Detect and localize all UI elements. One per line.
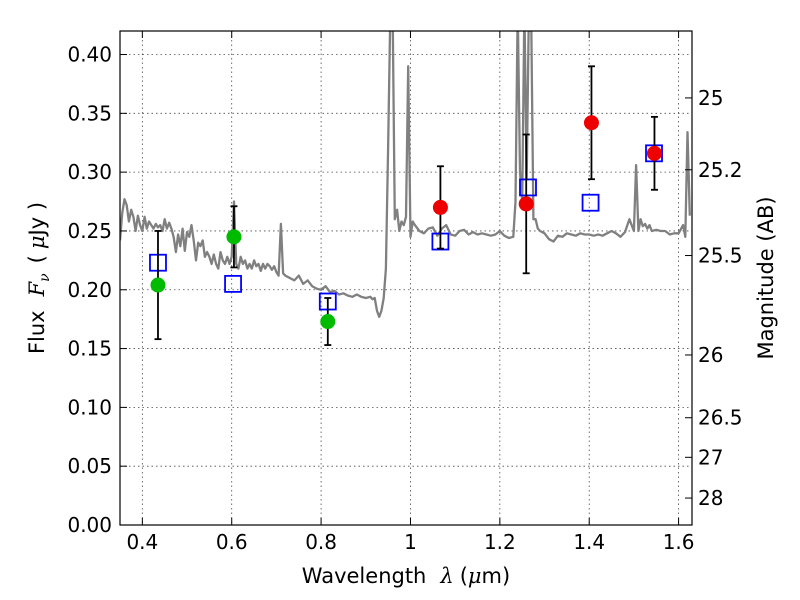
mag-tick-label: 26 [698, 343, 723, 367]
observed-green-point [226, 229, 242, 245]
y-tick-label: 0.20 [67, 278, 112, 302]
x-tick-label: 0.4 [126, 530, 158, 554]
y-tick-label: 0.35 [67, 101, 112, 125]
observed-green-point [320, 314, 336, 330]
observed-red-point [518, 196, 534, 212]
y-axis-label: FluxFν(μJy ) [25, 202, 53, 354]
model-photometry-point [581, 193, 600, 212]
y-tick-label: 0.30 [67, 160, 112, 184]
y2-axis-label: Magnitude (AB) [754, 196, 778, 359]
x-tick-label: 1.2 [484, 530, 516, 554]
y-tick-label: 0.05 [67, 454, 112, 478]
plot-frame [119, 30, 693, 526]
x-tick-label: 1 [404, 530, 417, 554]
mag-tick-label: 26.5 [698, 406, 743, 430]
x-tick-label: 0.6 [216, 530, 248, 554]
observed-red-point [583, 115, 599, 131]
mag-tick-label: 28 [698, 486, 723, 510]
mag-tick-label: 25.2 [698, 158, 743, 182]
x-tick-label: 1.6 [663, 530, 695, 554]
mag-tick-label: 25 [698, 86, 723, 110]
mag-tick-label: 27 [698, 445, 723, 469]
points-layer [149, 65, 663, 346]
observed-red-point [646, 145, 662, 161]
ticks: 0.4 0.6 0.8 1 1.2 1.4 1.6 0.00 0.05 0.10 0.15 0.20 0… [67, 31, 743, 554]
x-tick-label: 1.4 [573, 530, 605, 554]
y-tick-label: 0.40 [67, 43, 112, 67]
spectrum-layer [120, 31, 691, 318]
model-photometry-point [224, 274, 242, 293]
observed-red-point [432, 199, 448, 215]
model-spectrum-line [120, 31, 691, 318]
mag-tick-label: 25.5 [698, 244, 743, 268]
x-axis-label: Wavelength λ (μm) [302, 564, 510, 588]
y-tick-label: 0.10 [67, 395, 112, 419]
y-tick-label: 0.00 [67, 513, 112, 537]
y-tick-label: 0.25 [67, 219, 112, 243]
model-photometry-point [519, 178, 537, 197]
y-tick-label: 0.15 [67, 337, 112, 361]
observed-green-point [150, 277, 166, 293]
x-tick-label: 0.8 [305, 530, 337, 554]
